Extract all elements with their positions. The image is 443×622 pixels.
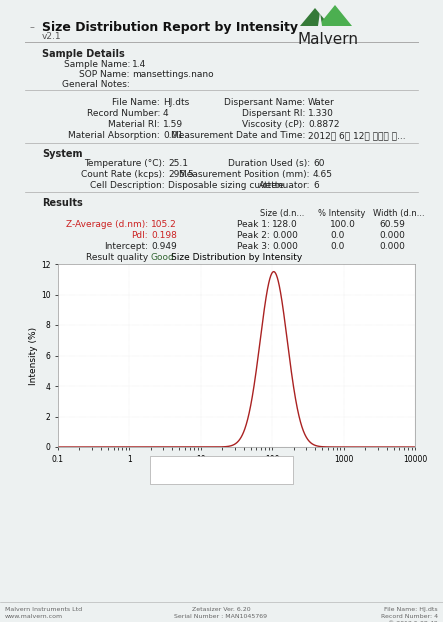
Text: Record Number: 4: Record Number: 4 — [381, 614, 438, 619]
Text: Material RI:: Material RI: — [109, 120, 160, 129]
Text: 0.000: 0.000 — [272, 242, 298, 251]
Polygon shape — [300, 8, 330, 26]
Text: Viscosity (cP):: Viscosity (cP): — [242, 120, 305, 129]
Text: Dispersant RI:: Dispersant RI: — [241, 109, 305, 118]
Polygon shape — [318, 12, 322, 26]
Text: Width (d.n...: Width (d.n... — [373, 209, 425, 218]
Text: Duration Used (s):: Duration Used (s): — [228, 159, 310, 168]
Y-axis label: Intensity (%): Intensity (%) — [29, 327, 38, 384]
Text: 295.5: 295.5 — [168, 170, 194, 179]
Text: 60: 60 — [313, 159, 325, 168]
Text: Record Number:: Record Number: — [87, 109, 160, 118]
Text: 105.2: 105.2 — [151, 220, 177, 229]
Text: Water: Water — [308, 98, 335, 107]
Text: Attenuator:: Attenuator: — [259, 181, 310, 190]
Text: 25.1: 25.1 — [168, 159, 188, 168]
Text: mansettings.nano: mansettings.nano — [132, 70, 214, 79]
Text: Result quality: Result quality — [86, 253, 148, 262]
Text: Sample Details: Sample Details — [42, 49, 125, 59]
Text: 1.330: 1.330 — [308, 109, 334, 118]
Text: 0.000: 0.000 — [272, 231, 298, 240]
Text: Results: Results — [42, 198, 83, 208]
Text: Measurement Date and Time:: Measurement Date and Time: — [171, 131, 305, 140]
Text: Malvern Instruments Ltd: Malvern Instruments Ltd — [5, 607, 82, 612]
Text: 4: 4 — [163, 109, 169, 118]
Text: Zetasizer Ver. 6.20: Zetasizer Ver. 6.20 — [192, 607, 250, 612]
Text: 0.000: 0.000 — [379, 242, 405, 251]
Text: Peak 1:: Peak 1: — [237, 220, 270, 229]
Text: % Intensity: % Intensity — [318, 209, 365, 218]
Text: Dispersant Name:: Dispersant Name: — [224, 98, 305, 107]
Text: 0.000: 0.000 — [379, 231, 405, 240]
Text: Serial Number : MAN1045769: Serial Number : MAN1045769 — [175, 614, 268, 619]
X-axis label: Size (d.nm): Size (d.nm) — [210, 466, 262, 475]
Text: Disposable sizing cuvette: Disposable sizing cuvette — [168, 181, 284, 190]
Text: 100.0: 100.0 — [330, 220, 356, 229]
Text: Size (d.n...: Size (d.n... — [260, 209, 304, 218]
Text: 0.01: 0.01 — [163, 131, 183, 140]
Text: 0.8872: 0.8872 — [308, 120, 339, 129]
Text: Cell Description:: Cell Description: — [90, 181, 165, 190]
Text: 1.4: 1.4 — [132, 60, 146, 69]
Text: Intercept:: Intercept: — [104, 242, 148, 251]
Text: Z-Average (d.nm):: Z-Average (d.nm): — [66, 220, 148, 229]
Text: 0.949: 0.949 — [151, 242, 177, 251]
Text: –: – — [30, 22, 35, 32]
Text: Sample Name:: Sample Name: — [64, 60, 130, 69]
Text: Good: Good — [151, 253, 175, 262]
Text: 4.65: 4.65 — [313, 170, 333, 179]
Text: 0.0: 0.0 — [330, 231, 344, 240]
Text: Record 4: 1.4: Record 4: 1.4 — [204, 467, 264, 476]
Text: General Notes:: General Notes: — [62, 80, 130, 89]
Text: Temperature (°C):: Temperature (°C): — [84, 159, 165, 168]
Text: Pdl:: Pdl: — [132, 231, 148, 240]
Text: 0.0: 0.0 — [330, 242, 344, 251]
Text: © 2012 5:08:49: © 2012 5:08:49 — [388, 621, 438, 622]
Text: Count Rate (kcps):: Count Rate (kcps): — [81, 170, 165, 179]
Text: 6: 6 — [313, 181, 319, 190]
Text: 0.198: 0.198 — [151, 231, 177, 240]
Text: 128.0: 128.0 — [272, 220, 298, 229]
Text: HJ.dts: HJ.dts — [163, 98, 189, 107]
Title: Size Distribution by Intensity: Size Distribution by Intensity — [171, 253, 302, 262]
Text: File Name:: File Name: — [112, 98, 160, 107]
Text: Measurement Position (mm):: Measurement Position (mm): — [179, 170, 310, 179]
Text: 2012년 6월 12일 화요일 오...: 2012년 6월 12일 화요일 오... — [308, 131, 406, 140]
Text: Malvern: Malvern — [298, 32, 359, 47]
Polygon shape — [318, 5, 352, 26]
Text: www.malvern.com: www.malvern.com — [5, 614, 63, 619]
Text: File Name: HJ.dts: File Name: HJ.dts — [385, 607, 438, 612]
Text: SOP Name:: SOP Name: — [79, 70, 130, 79]
Text: Peak 3:: Peak 3: — [237, 242, 270, 251]
Text: System: System — [42, 149, 82, 159]
Text: Peak 2:: Peak 2: — [237, 231, 270, 240]
Text: Size Distribution Report by Intensity: Size Distribution Report by Intensity — [42, 21, 298, 34]
Text: 60.59: 60.59 — [379, 220, 405, 229]
Text: 1.59: 1.59 — [163, 120, 183, 129]
Text: v2.1: v2.1 — [42, 32, 62, 41]
Text: Material Absorption:: Material Absorption: — [68, 131, 160, 140]
